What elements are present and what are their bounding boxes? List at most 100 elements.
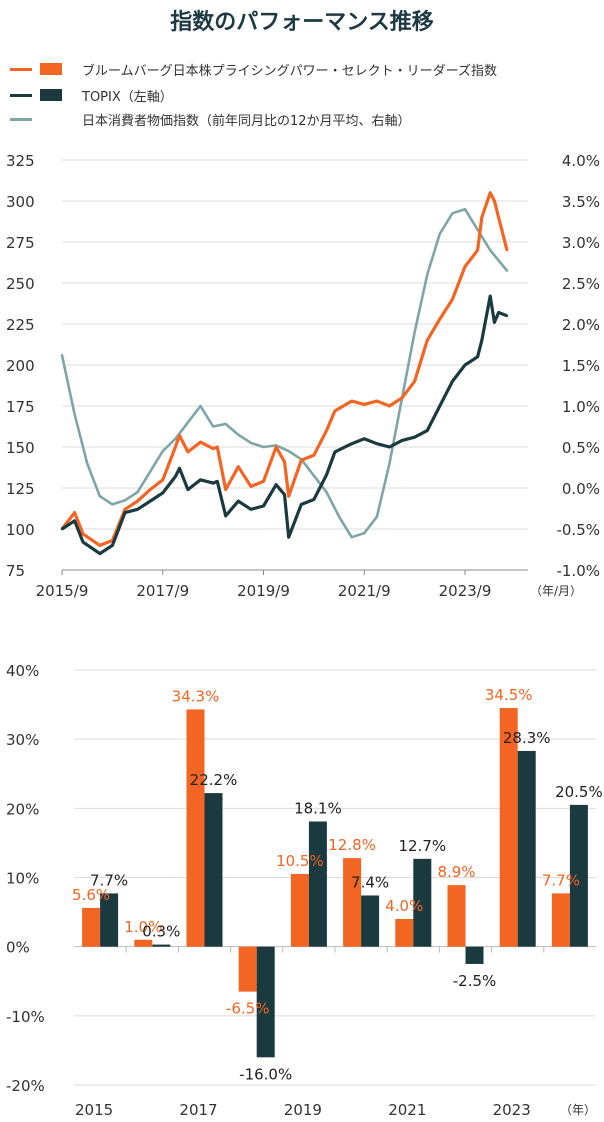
- line-chart: 325 300 275 250 225 200 175 150 125 100 75 4.0% 3.5%…: [6, 152, 600, 600]
- data-label-pricing-power: 34.5%: [485, 686, 533, 704]
- y-left-tick-label: 200: [6, 357, 35, 375]
- point-cpi: [98, 495, 101, 498]
- bar-pricing-power: [238, 946, 257, 992]
- x-tick-label: 2017: [179, 1101, 217, 1119]
- point-pricing-power: [199, 440, 202, 444]
- data-label-pricing-power: 4.0%: [385, 897, 423, 915]
- data-label-topix: 12.7%: [398, 837, 446, 855]
- point-cpi: [350, 536, 353, 539]
- point-topix: [211, 481, 215, 485]
- point-pricing-power: [480, 216, 484, 219]
- y-right-tick-label: 2.5%: [562, 275, 600, 293]
- point-topix: [287, 536, 290, 539]
- data-label-topix: 18.1%: [294, 799, 342, 817]
- point-topix: [283, 493, 286, 496]
- bar-topix: [100, 893, 119, 947]
- bar-pricing-power: [186, 709, 205, 947]
- y-left-tick-label: 325: [6, 152, 35, 170]
- legend-item-topix: TOPIX（左軸）: [10, 86, 173, 105]
- point-pricing-power: [161, 478, 164, 481]
- point-topix: [451, 380, 454, 383]
- point-cpi: [363, 531, 366, 535]
- data-label-pricing-power: 10.5%: [276, 852, 324, 870]
- bar-pricing-power: [395, 919, 414, 947]
- y-right-tick-label: 1.5%: [562, 357, 600, 375]
- point-topix: [493, 321, 496, 324]
- point-cpi: [161, 449, 164, 453]
- x-tick-label: 2017/9: [136, 582, 189, 600]
- point-topix: [60, 527, 64, 531]
- point-topix: [224, 514, 227, 518]
- legend-item-pricing-power: ブルームバーグ日本株プライシングパワー・セレクト・リーダーズ指数: [10, 60, 497, 79]
- point-topix: [174, 475, 177, 478]
- point-pricing-power: [123, 508, 127, 511]
- point-cpi: [476, 228, 479, 231]
- y-tick-label: 40%: [6, 662, 39, 680]
- point-topix: [300, 503, 303, 506]
- point-pricing-power: [136, 499, 139, 503]
- point-topix: [178, 467, 181, 470]
- point-cpi: [325, 490, 328, 494]
- y-right-tick-label: 3.5%: [562, 193, 600, 211]
- point-cpi: [287, 449, 290, 453]
- point-cpi: [426, 273, 429, 276]
- point-cpi: [60, 353, 64, 357]
- point-pricing-power: [312, 454, 316, 457]
- page-title: 指数のパフォーマンス推移: [170, 10, 434, 35]
- y-left-tick-label: 100: [6, 521, 35, 539]
- point-topix: [81, 540, 85, 544]
- point-cpi: [73, 413, 76, 416]
- point-pricing-power: [438, 317, 442, 321]
- point-topix: [216, 480, 219, 483]
- legend-line-swatch: [10, 93, 32, 97]
- legend-bar-swatch: [40, 63, 62, 75]
- point-topix: [262, 504, 265, 508]
- x-axis-unit: （年）: [560, 1103, 596, 1117]
- point-pricing-power: [262, 480, 265, 483]
- y-left-tick-label: 300: [6, 193, 35, 211]
- y-right-tick-label: 3.0%: [562, 234, 600, 252]
- y-tick-label: 30%: [6, 731, 39, 749]
- point-topix: [325, 473, 328, 477]
- point-topix: [111, 544, 114, 547]
- x-tick-label: 2023/9: [439, 582, 492, 600]
- point-topix: [388, 445, 391, 449]
- point-topix: [148, 499, 152, 503]
- legend-label: TOPIX（左軸）: [82, 89, 173, 105]
- bar-pricing-power: [82, 907, 101, 947]
- bar-pricing-power: [343, 858, 362, 947]
- point-pricing-power: [174, 445, 177, 449]
- point-pricing-power: [400, 396, 404, 399]
- point-pricing-power: [476, 249, 479, 252]
- point-pricing-power: [186, 450, 190, 454]
- data-label-pricing-power: -6.5%: [226, 1000, 270, 1018]
- x-tick-label: 2021/9: [338, 582, 391, 600]
- data-label-topix: 0.3%: [142, 923, 180, 941]
- y-tick-label: 0%: [6, 939, 30, 957]
- point-cpi: [174, 437, 177, 440]
- point-topix: [274, 483, 278, 486]
- point-topix: [199, 478, 202, 481]
- bar-topix: [465, 946, 484, 964]
- legend-item-cpi: 日本消費者物価指数（前年同月比の12か月平均、右軸）: [10, 110, 411, 129]
- x-tick-label: 2019: [284, 1101, 322, 1119]
- point-topix: [426, 429, 429, 432]
- point-pricing-power: [148, 488, 152, 491]
- point-pricing-power: [426, 339, 429, 342]
- y-right-tick-label: 2.0%: [562, 316, 600, 334]
- data-label-pricing-power: 1.0%: [124, 918, 162, 936]
- y-right-tick-label: 0.0%: [562, 480, 600, 498]
- point-cpi: [123, 499, 127, 502]
- point-topix: [350, 442, 353, 445]
- x-tick-label: 2015: [75, 1101, 113, 1119]
- legend-label: ブルームバーグ日本株プライシングパワー・セレクト・リーダーズ指数: [82, 63, 497, 79]
- bar-pricing-power: [447, 885, 466, 947]
- point-topix: [438, 404, 442, 408]
- point-cpi: [463, 208, 467, 211]
- point-topix: [497, 311, 500, 314]
- point-cpi: [224, 422, 227, 426]
- point-cpi: [451, 212, 454, 215]
- point-pricing-power: [178, 434, 181, 437]
- point-pricing-power: [98, 544, 101, 547]
- data-label-pricing-power: 5.6%: [72, 886, 110, 904]
